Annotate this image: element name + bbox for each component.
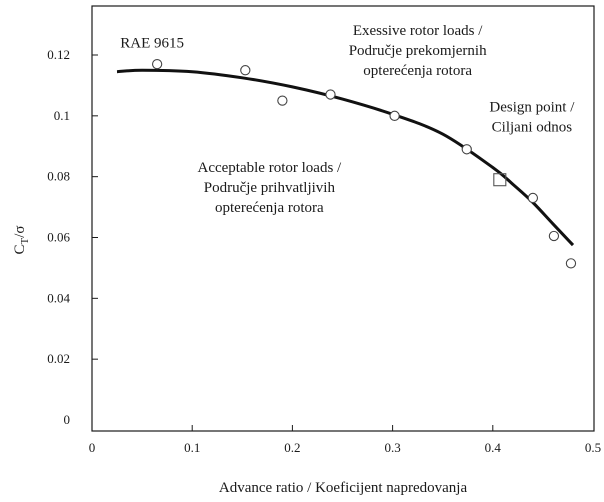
y-tick-label: 0 xyxy=(64,412,71,427)
y-tick-label: 0.08 xyxy=(47,169,70,184)
x-tick-label: 0 xyxy=(89,440,96,455)
data-point xyxy=(527,192,539,204)
annotations: RAE 9615 Exessive rotor loads / Područje p… xyxy=(120,23,575,216)
data-point xyxy=(325,89,336,100)
y-tick-label: 0.06 xyxy=(47,230,70,245)
plot-frame xyxy=(91,5,595,432)
data-point xyxy=(389,110,400,121)
x-tick-label: 0.2 xyxy=(284,440,300,455)
data-point xyxy=(461,144,472,155)
y-tick-label: 0.12 xyxy=(47,47,70,62)
y-tick-label: 0.04 xyxy=(47,290,70,305)
annotation-acceptable: Acceptable rotor loads / Područje prihvat… xyxy=(198,160,343,216)
y-axis-title: CT/σ xyxy=(12,225,31,254)
data-markers xyxy=(151,58,577,269)
data-point xyxy=(565,258,577,269)
fit-curve-line xyxy=(116,68,575,247)
data-point xyxy=(548,230,560,242)
y-axis: 0 0.02 0.04 0.06 0.08 0.1 0.12 xyxy=(47,47,98,427)
x-tick-label: 0.3 xyxy=(384,440,400,455)
data-point xyxy=(277,95,288,106)
x-axis-title: Advance ratio / Koeficijent napredovanja xyxy=(219,480,468,496)
x-axis: 0 0.1 0.2 0.3 0.4 0.5 xyxy=(89,425,601,455)
annotation-rae: RAE 9615 xyxy=(120,35,184,51)
x-tick-label: 0.1 xyxy=(184,440,200,455)
annotation-excessive: Exessive rotor loads / Područje prekomjer… xyxy=(349,23,487,79)
x-tick-label: 0.5 xyxy=(585,440,601,455)
y-tick-label: 0.1 xyxy=(54,108,70,123)
y-tick-label: 0.02 xyxy=(47,351,70,366)
x-tick-label: 0.4 xyxy=(485,440,502,455)
annotation-design: Design point / Ciljani odnos xyxy=(489,99,575,135)
data-point xyxy=(240,65,251,76)
data-point xyxy=(151,58,163,70)
design-point-marker xyxy=(493,173,507,187)
